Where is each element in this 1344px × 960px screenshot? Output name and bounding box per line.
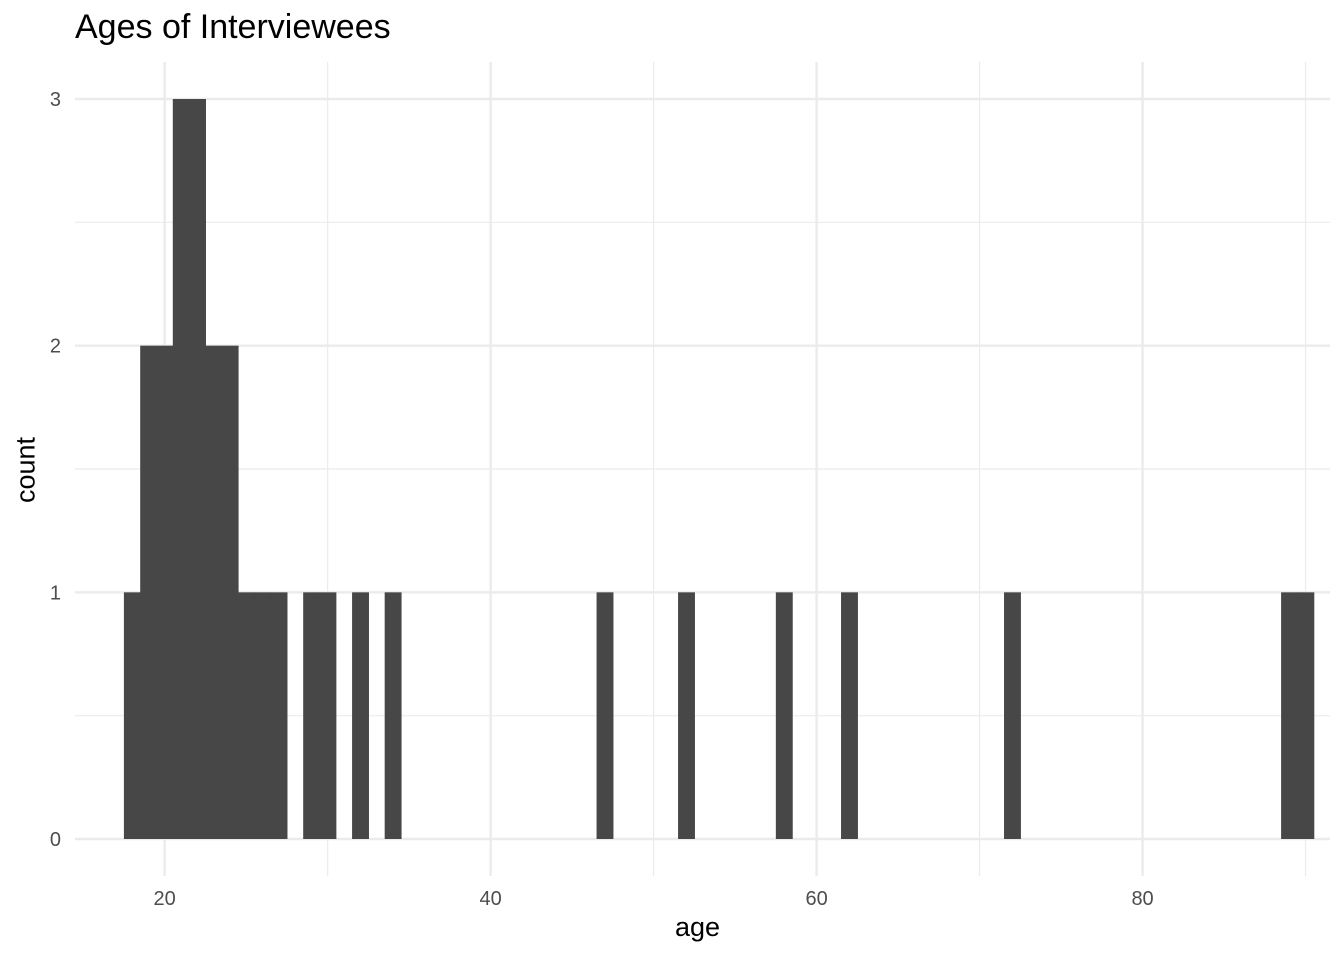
histogram-bar bbox=[319, 592, 337, 839]
major-gridlines bbox=[75, 62, 1330, 876]
histogram-bar bbox=[1281, 592, 1299, 839]
y-tick-label: 3 bbox=[50, 89, 61, 111]
y-tick-label: 1 bbox=[50, 582, 61, 604]
histogram-bar bbox=[775, 592, 793, 839]
y-tick-label: 0 bbox=[50, 829, 61, 851]
x-tick-labels: 20 40 60 80 bbox=[154, 888, 1154, 910]
x-tick-label: 60 bbox=[805, 888, 827, 910]
y-axis-label: count bbox=[10, 436, 41, 504]
x-tick-label: 80 bbox=[1131, 888, 1153, 910]
histogram-bar bbox=[254, 592, 272, 839]
histogram-bar bbox=[123, 592, 141, 839]
histogram-bar bbox=[221, 345, 239, 839]
histogram-bar bbox=[1004, 592, 1021, 839]
histogram-bar bbox=[140, 345, 158, 839]
histogram-bar bbox=[270, 592, 288, 839]
x-axis-label: age bbox=[675, 912, 721, 942]
histogram-bar bbox=[172, 99, 190, 839]
y-tick-label: 2 bbox=[50, 336, 61, 358]
histogram-bar bbox=[205, 345, 223, 839]
minor-gridlines bbox=[75, 62, 1330, 876]
histogram-bar bbox=[678, 592, 695, 839]
histogram-bar bbox=[841, 592, 858, 839]
histogram-bar bbox=[596, 592, 614, 839]
x-tick-label: 40 bbox=[479, 888, 501, 910]
histogram-bar bbox=[384, 592, 402, 839]
chart-title: Ages of Interviewees bbox=[75, 8, 391, 46]
histogram-bar bbox=[156, 345, 174, 839]
x-tick-label: 20 bbox=[154, 888, 176, 910]
histogram-bars bbox=[123, 99, 1315, 839]
y-tick-labels: 0 1 2 3 bbox=[50, 89, 61, 851]
histogram-bar bbox=[1297, 592, 1315, 839]
histogram-bar bbox=[189, 99, 206, 839]
histogram-bar bbox=[237, 592, 255, 839]
histogram-bar bbox=[352, 592, 369, 839]
histogram-bar bbox=[303, 592, 321, 839]
